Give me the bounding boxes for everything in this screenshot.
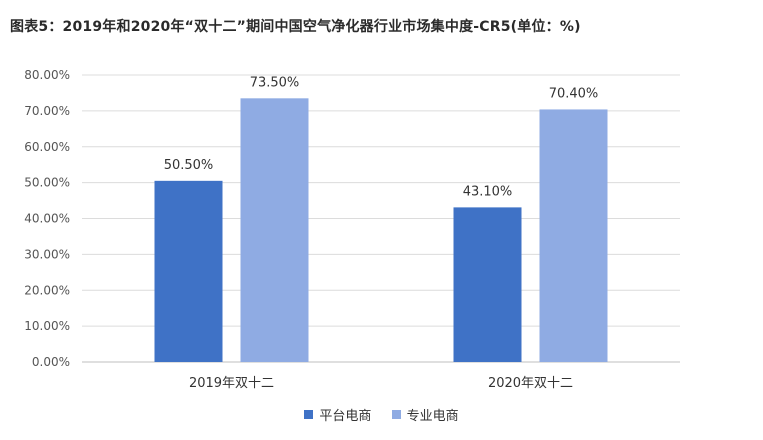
data-label: 43.10% bbox=[463, 184, 513, 199]
x-tick-label: 2020年双十二 bbox=[488, 376, 573, 391]
y-tick-label: 70.00% bbox=[24, 104, 70, 118]
y-tick-label: 80.00% bbox=[24, 68, 70, 82]
y-tick-label: 50.00% bbox=[24, 176, 70, 190]
bar bbox=[154, 180, 223, 362]
data-label: 50.50% bbox=[164, 158, 214, 173]
data-label: 70.40% bbox=[549, 86, 599, 101]
chart-title: 图表5：2019年和2020年“双十二”期间中国空气净化器行业市场集中度-CR5… bbox=[10, 19, 581, 35]
legend: 平台电商 专业电商 bbox=[0, 405, 763, 424]
bar bbox=[453, 207, 522, 362]
legend-item-professional: 专业电商 bbox=[391, 405, 459, 424]
x-tick-label: 2019年双十二 bbox=[189, 376, 274, 391]
y-tick-label: 60.00% bbox=[24, 140, 70, 154]
legend-swatch-professional bbox=[391, 410, 401, 419]
y-tick-label: 20.00% bbox=[24, 283, 70, 297]
y-tick-label: 40.00% bbox=[24, 212, 70, 226]
y-tick-label: 10.00% bbox=[24, 319, 70, 333]
data-label: 73.50% bbox=[250, 75, 300, 90]
y-tick-label: 0.00% bbox=[32, 355, 70, 369]
bar bbox=[539, 109, 608, 362]
bar bbox=[240, 98, 309, 362]
legend-swatch-platform bbox=[304, 410, 314, 419]
legend-item-platform: 平台电商 bbox=[304, 405, 371, 424]
y-tick-label: 30.00% bbox=[24, 247, 70, 261]
legend-label-professional: 专业电商 bbox=[406, 409, 459, 424]
legend-label-platform: 平台电商 bbox=[319, 409, 372, 424]
